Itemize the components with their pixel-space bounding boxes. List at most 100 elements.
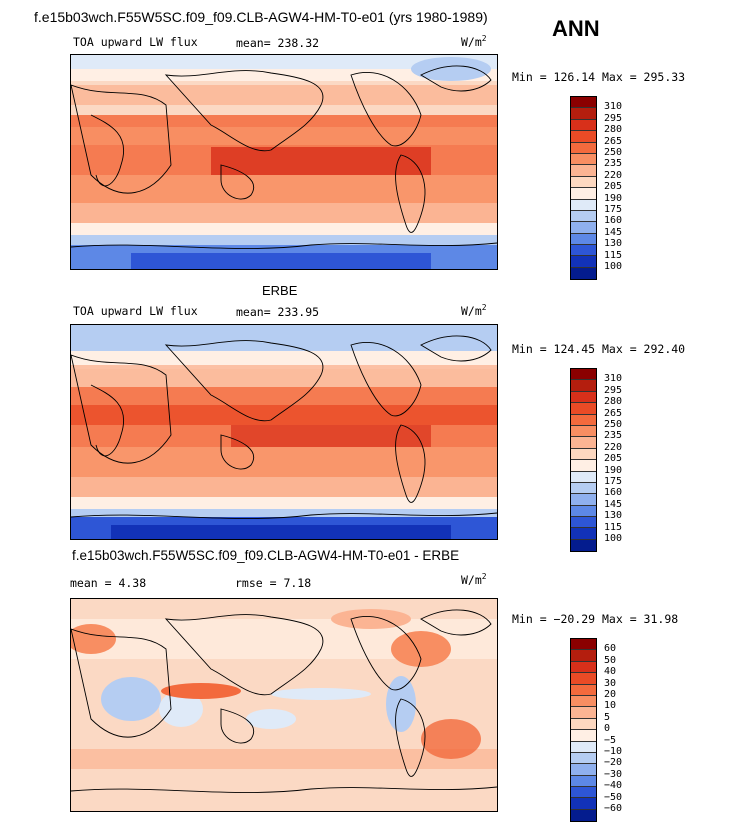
colorbar-swatch [571,437,596,449]
colorbar-swatch [571,775,596,788]
colorbar-level-label: 5 [604,711,611,723]
colorbar-level-label: 160 [604,215,623,227]
colorbar-swatch [571,176,596,189]
colorbar-swatch [571,233,596,246]
colorbar-swatch [571,414,596,426]
colorbar-level-label: 100 [604,261,623,272]
colorbar-swatch [571,505,596,518]
colorbar-swatch [571,165,596,177]
panel-title: f.e15b03wch.F55W5SC.f09_f09.CLB-AGW4-HM-… [72,548,460,563]
colorbar-cells [571,97,596,280]
colorbar-swatch [571,108,596,120]
colorbar-swatch [571,245,596,257]
colorbar-swatch [571,142,596,154]
colorbar-level-label: 250 [604,419,623,430]
map-model [70,54,498,270]
mean-label: mean= 238.32 [236,36,320,50]
colorbar-swatch [571,482,596,495]
colorbar-level-label: 115 [604,521,623,533]
colorbar-swatch [571,267,596,280]
colorbar-level-label: 130 [604,238,623,250]
colorbar-level-label: 310 [604,373,623,385]
colorbar-swatch [571,673,596,685]
colorbar-model [570,96,597,281]
field-label: TOA upward LW flux [73,304,198,318]
colorbar-obs [570,368,597,553]
colorbar-level-label: −10 [604,746,623,757]
colorbar-swatch [571,369,596,381]
colorbar-level-label: 235 [604,158,623,170]
colorbar-swatch [571,764,596,776]
colorbar-swatch [571,695,596,708]
colorbar-level-label: 175 [604,476,623,487]
field-label: TOA upward LW flux [73,35,198,49]
colorbar-level-label: −50 [604,791,623,803]
colorbar-level-label: 100 [604,533,623,544]
units-label: W/m2 [461,303,487,318]
minmax-label: Min = 126.14 Max = 295.33 [512,70,686,84]
colorbar-swatch [571,707,596,719]
colorbar-swatch [571,650,596,662]
units-label: W/m2 [461,572,487,587]
colorbar-level-label: −20 [604,757,623,769]
colorbar-swatch [571,730,596,742]
colorbar-level-label: 265 [604,135,623,147]
colorbar-swatch [571,210,596,223]
colorbar-level-label: 115 [604,249,623,261]
map-diff [70,598,498,812]
colorbar-level-label: −40 [604,780,623,792]
colorbar-level-label: 30 [604,677,617,689]
colorbar-level-label: 175 [604,204,623,215]
colorbar-swatch [571,380,596,392]
mean-label: mean = 4.38 [70,576,147,590]
colorbar-swatch [571,222,596,234]
colorbar-cells [571,369,596,552]
colorbar-level-label: 0 [604,723,611,735]
colorbar-level-label: 20 [604,689,617,700]
colorbar-swatch [571,131,596,143]
colorbar-level-label: 205 [604,453,623,465]
minmax-label: Min = −20.29 Max = 31.98 [512,612,679,626]
colorbar-swatch [571,494,596,506]
colorbar-level-label: −30 [604,768,623,780]
colorbar-swatch [571,188,596,200]
colorbar-swatch [571,539,596,552]
colorbar-swatch [571,787,596,799]
rmse-label: rmse = 7.18 [235,576,312,590]
panel-title: ERBE [262,283,298,298]
colorbar-level-label: −5 [604,734,617,746]
colorbar-swatch [571,97,596,109]
colorbar-swatch [571,119,596,132]
units-label: W/m2 [461,34,487,49]
colorbar-swatch [571,425,596,438]
colorbar-level-label: 60 [604,643,617,655]
colorbar-level-label: 50 [604,654,617,666]
colorbar-swatch [571,684,596,696]
colorbar-swatch [571,798,596,810]
colorbar-level-label: 205 [604,181,623,193]
colorbar-swatch [571,460,596,472]
colorbar-level-label: 280 [604,124,623,136]
colorbar-level-label: −60 [604,803,623,814]
map-obs [70,324,498,540]
colorbar-level-label: 145 [604,226,623,238]
minmax-label: Min = 124.45 Max = 292.40 [512,342,686,356]
colorbar-cells [571,639,596,822]
colorbar-level-label: 235 [604,430,623,442]
colorbar-level-label: 250 [604,147,623,158]
colorbar-swatch [571,403,596,415]
colorbar-level-label: 220 [604,441,623,453]
colorbar-level-label: 145 [604,498,623,510]
colorbar-level-label: 295 [604,112,623,124]
colorbar-level-label: 265 [604,407,623,419]
colorbar-swatch [571,741,596,753]
page-title: f.e15b03wch.F55W5SC.f09_f09.CLB-AGW4-HM-… [34,9,488,25]
colorbar-swatch [571,528,596,540]
mean-label: mean= 233.95 [236,305,320,319]
colorbar-level-label: 10 [604,700,617,712]
colorbar-level-label: 160 [604,487,623,499]
colorbar-level-label: 40 [604,666,617,678]
colorbar-swatch [571,517,596,529]
colorbar-level-label: 310 [604,101,623,113]
colorbar-level-label: 280 [604,396,623,408]
